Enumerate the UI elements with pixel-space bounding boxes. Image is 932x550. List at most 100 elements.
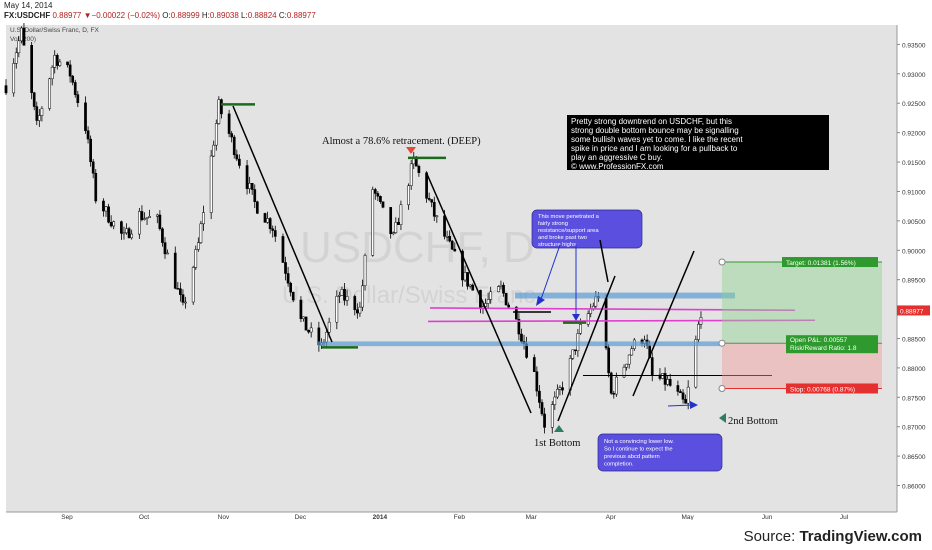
commentary-line: Pretty strong downtrend on USDCHF, but t… xyxy=(571,117,732,126)
candle-body xyxy=(407,185,410,206)
target-handle xyxy=(718,258,726,266)
candle-body xyxy=(502,284,505,294)
candle-body xyxy=(55,55,59,66)
candle-body xyxy=(125,228,128,234)
candle-body xyxy=(199,223,203,243)
candle-body xyxy=(571,349,575,359)
candle-body xyxy=(58,61,62,66)
candle-body xyxy=(666,379,669,385)
candle-body xyxy=(309,327,313,333)
y-tick-label: 0.92000 xyxy=(902,131,926,138)
candle-body xyxy=(586,313,590,325)
candle-body xyxy=(148,216,151,218)
last-price-label: 0.88977 xyxy=(900,308,924,315)
candle-body xyxy=(399,204,403,225)
candle-body xyxy=(676,385,680,392)
x-tick-label: Jun xyxy=(762,514,773,520)
candle-body xyxy=(630,348,634,356)
x-tick-label: Nov xyxy=(218,514,230,520)
candle-body xyxy=(138,211,141,235)
source-prefix: Source: xyxy=(743,528,800,545)
candle-body xyxy=(281,236,285,263)
candle-body xyxy=(127,228,131,239)
source-credit: Source: TradingView.com xyxy=(744,528,922,545)
symbol-label[interactable]: FX:USDCHF xyxy=(4,11,51,20)
retracement-note: Almost a 78.6% retracement. (DEEP) xyxy=(322,136,481,147)
watermark-symbol: USDCHF, D xyxy=(300,223,535,272)
candle-body xyxy=(625,363,628,368)
penetration-callout xyxy=(531,209,643,249)
lower-low-line: completion. xyxy=(604,462,634,468)
high-label: H: xyxy=(201,11,210,20)
price-chart[interactable]: 0.93500 0.93000 0.92500 0.92000 0.91500 0.910… xyxy=(0,0,932,520)
source-brand[interactable]: TradingView.com xyxy=(799,528,922,545)
plot-area xyxy=(6,25,897,512)
candle-body xyxy=(163,242,167,255)
x-tick-label: Oct xyxy=(139,514,149,520)
candle-body xyxy=(302,316,305,319)
candle-body xyxy=(84,102,87,131)
down-arrow-icon xyxy=(406,147,416,154)
candle-body xyxy=(450,240,454,250)
candle-body xyxy=(353,296,357,310)
candle-body xyxy=(497,286,500,293)
penetration-line: resistance/support area xyxy=(538,228,599,234)
pnl-label: Open P&L: 0.00557 xyxy=(790,337,847,344)
candle-body xyxy=(622,366,626,378)
candle-body xyxy=(363,255,367,287)
candle-body xyxy=(499,284,503,287)
candle-body xyxy=(155,214,159,217)
candle-body xyxy=(340,288,344,296)
candle-body xyxy=(194,249,198,268)
candle-body xyxy=(37,115,41,121)
candle-body xyxy=(343,288,346,301)
candle-body xyxy=(679,391,682,394)
candle-body xyxy=(122,232,126,235)
candle-body xyxy=(40,108,44,116)
candle-body xyxy=(140,211,144,220)
candle-body xyxy=(22,27,26,46)
candle-body xyxy=(558,387,562,390)
candle-body xyxy=(202,212,205,225)
high-value: 0.89038 xyxy=(209,11,239,20)
candle-body xyxy=(373,189,377,194)
candle-body xyxy=(504,293,508,306)
candle-body xyxy=(17,40,21,54)
candle-body xyxy=(284,262,287,274)
y-tick-label: 0.88500 xyxy=(902,336,926,343)
candle-body xyxy=(681,392,685,400)
candle-body xyxy=(517,318,521,335)
pointer-arrow xyxy=(539,244,561,303)
candle-body xyxy=(107,206,110,223)
low-value: 0.88824 xyxy=(247,11,277,20)
candle-body xyxy=(486,299,490,304)
arrowhead-icon xyxy=(572,314,580,321)
magenta-line-upper xyxy=(429,307,796,312)
candle-body xyxy=(550,404,554,428)
candle-body xyxy=(389,207,393,235)
commentary-line: © www.ProfessionFX.com xyxy=(571,162,664,171)
candle-body xyxy=(173,252,177,289)
candle-body xyxy=(73,82,77,95)
candle-body xyxy=(304,316,308,331)
penetration-line: structure highs xyxy=(538,242,576,248)
candle-body xyxy=(68,64,72,77)
candle-body xyxy=(196,242,200,250)
candle-body xyxy=(248,182,251,189)
magenta-line-lower xyxy=(427,319,816,323)
candle-body xyxy=(238,158,241,166)
candle-body xyxy=(14,52,18,64)
commentary-box xyxy=(567,115,829,170)
candle-body xyxy=(615,376,618,395)
candle-body xyxy=(4,85,8,94)
candle-body xyxy=(130,233,134,239)
pnl-label-box xyxy=(786,335,878,354)
lower-low-callout xyxy=(597,433,723,472)
x-tick-label: Mar xyxy=(526,514,538,520)
candle-body xyxy=(556,389,559,398)
candle-body xyxy=(145,217,149,219)
second-bottom-label: 2nd Bottom xyxy=(728,416,778,427)
candle-body xyxy=(286,273,290,284)
candle-body xyxy=(463,272,467,281)
candle-body xyxy=(535,371,539,392)
